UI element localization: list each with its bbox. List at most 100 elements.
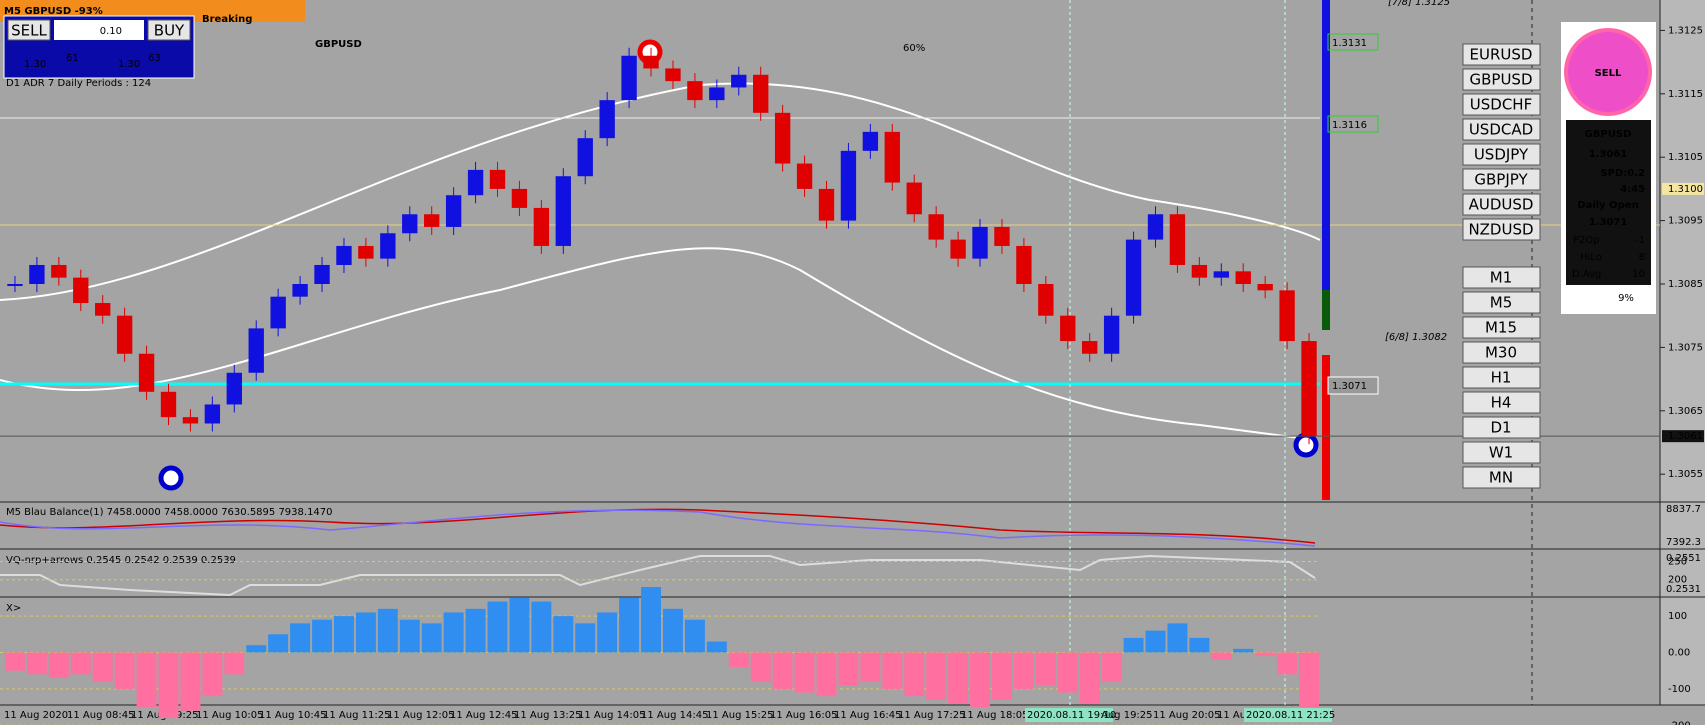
candle: [226, 372, 242, 405]
histogram-bar: [509, 597, 530, 653]
price-axis: [1660, 0, 1705, 705]
button-face[interactable]: [1462, 366, 1541, 389]
histogram-bar: [663, 608, 683, 653]
timeframe-label[interactable]: M15: [1485, 319, 1517, 337]
timeframe-label[interactable]: MN: [1489, 469, 1513, 487]
candle: [1103, 315, 1120, 354]
y-tick-label: 100: [1668, 611, 1687, 622]
buy-button[interactable]: BUY: [147, 19, 191, 41]
timeframe-button[interactable]: M15: [1462, 316, 1541, 339]
histogram-bar: [1079, 652, 1100, 704]
sell-label[interactable]: SELL: [11, 22, 47, 40]
histogram-bar: [882, 652, 903, 689]
symbol-button[interactable]: EURUSD: [1462, 43, 1541, 66]
candle: [687, 81, 703, 101]
envelopes: [0, 0, 1660, 705]
histogram-bar: [5, 652, 25, 671]
button-face[interactable]: [1462, 466, 1541, 489]
timeframe-button[interactable]: D1: [1462, 416, 1541, 439]
histogram-bar: [926, 652, 947, 700]
symbol-button[interactable]: USDCHF: [1462, 93, 1541, 116]
timeframe-button[interactable]: H1: [1462, 366, 1541, 389]
button-face[interactable]: [1462, 93, 1541, 116]
symbol-label[interactable]: NZDUSD: [1468, 221, 1533, 239]
balance-label: M5 Blau Balance(1) 7458.0000 7458.0000 7…: [6, 507, 333, 518]
timeframe-label[interactable]: M30: [1485, 344, 1517, 362]
symbol-label[interactable]: USDCHF: [1470, 96, 1532, 114]
button-face[interactable]: [1462, 118, 1541, 141]
timeframe-button[interactable]: MN: [1462, 466, 1541, 489]
button-face[interactable]: [1462, 193, 1541, 216]
ask-big: 1.30: [118, 59, 140, 70]
timeframe-label[interactable]: M5: [1490, 294, 1513, 312]
candle: [182, 417, 199, 424]
level-b: 1.3116: [1332, 120, 1367, 131]
histogram-bar: [1057, 652, 1078, 693]
sell-button[interactable]: SELL: [7, 19, 51, 41]
button-face[interactable]: [1462, 43, 1541, 66]
candle: [1257, 284, 1273, 291]
candle: [1060, 315, 1076, 342]
button-face[interactable]: [1462, 68, 1541, 91]
symbol-button[interactable]: NZDUSD: [1462, 218, 1541, 241]
histogram-bar: [334, 616, 354, 653]
timeframe-label[interactable]: D1: [1490, 419, 1511, 437]
hilo: 8: [1639, 252, 1645, 263]
symbol-button[interactable]: GBPJPY: [1462, 168, 1541, 191]
button-face[interactable]: [1462, 316, 1541, 339]
histogram-bar: [970, 652, 990, 708]
symbol-button[interactable]: USDJPY: [1462, 143, 1541, 166]
timeframe-label[interactable]: W1: [1489, 444, 1513, 462]
symbol-label[interactable]: EURUSD: [1470, 46, 1533, 64]
buy-label[interactable]: BUY: [154, 22, 185, 40]
symbol-button[interactable]: USDCAD: [1462, 118, 1541, 141]
button-face[interactable]: [1462, 291, 1541, 314]
button-face[interactable]: [1462, 218, 1541, 241]
button-face[interactable]: [1462, 266, 1541, 289]
histogram-bar: [1167, 623, 1188, 653]
current-price-label: 1.3061: [1668, 431, 1703, 442]
button-face[interactable]: [1462, 143, 1541, 166]
symbol-button[interactable]: AUDUSD: [1462, 193, 1541, 216]
symbol-label[interactable]: AUDUSD: [1469, 196, 1534, 214]
button-face[interactable]: [1462, 441, 1541, 464]
candle: [95, 303, 111, 316]
vq-bottom: 0.2531: [1666, 584, 1701, 595]
symbol-label[interactable]: GBPUSD: [1469, 71, 1532, 89]
murrey-top: [7/8] 1.3125: [1388, 0, 1450, 8]
timeframe-button[interactable]: M30: [1462, 341, 1541, 364]
symbol-label[interactable]: USDCAD: [1469, 121, 1533, 139]
timeframe-button[interactable]: M1: [1462, 266, 1541, 289]
time-label: 11 Aug 18:05: [961, 710, 1028, 721]
histogram-bar: [597, 612, 618, 653]
button-face[interactable]: [1462, 341, 1541, 364]
timeframe-button[interactable]: H4: [1462, 391, 1541, 414]
daily-open: 1.3071: [1589, 217, 1628, 228]
info-symbol: GBPUSD: [1585, 129, 1632, 140]
y-tick-label: 1.3105: [1668, 152, 1703, 163]
time-label: 11 Aug 10:45: [259, 710, 326, 721]
button-face[interactable]: [1462, 391, 1541, 414]
histogram-bar: [158, 652, 179, 719]
time-label: Aug 19:25: [1101, 710, 1153, 721]
time-label: 11 Aug 15:25: [706, 710, 773, 721]
button-face[interactable]: [1462, 416, 1541, 439]
timeframe-label[interactable]: H1: [1491, 369, 1512, 387]
symbol-label[interactable]: GBPJPY: [1474, 171, 1528, 189]
candle: [29, 264, 45, 284]
symbol-button[interactable]: GBPUSD: [1462, 68, 1541, 91]
timeframe-button[interactable]: W1: [1462, 441, 1541, 464]
histogram-bar: [1211, 652, 1232, 660]
timeframe-label[interactable]: H4: [1491, 394, 1512, 412]
button-face[interactable]: [1462, 168, 1541, 191]
lot-size[interactable]: 0.10: [100, 26, 122, 37]
level-a: 1.3131: [1332, 38, 1367, 49]
candle: [577, 138, 593, 177]
timeframe-button[interactable]: M5: [1462, 291, 1541, 314]
time-label: 11 Aug 2020: [4, 710, 68, 721]
symbol-label[interactable]: USDJPY: [1474, 146, 1529, 164]
histogram-bar: [992, 652, 1012, 700]
timeframe-label[interactable]: M1: [1490, 269, 1513, 287]
candle: [7, 284, 23, 286]
